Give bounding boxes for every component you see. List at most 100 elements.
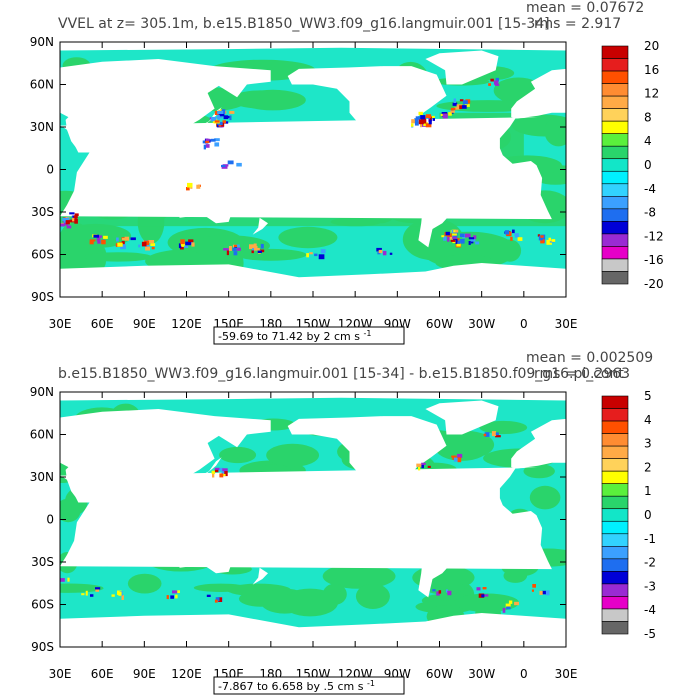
bottom-colorbar-label: 4 (644, 413, 652, 427)
bottom-current-hotspot (436, 591, 440, 596)
top-colorbar-swatch (601, 83, 629, 97)
top-current-hotspot (56, 222, 60, 225)
bottom-current-hotspot (451, 455, 457, 458)
top-current-hotspot (121, 241, 125, 245)
top-current-hotspot (376, 247, 382, 252)
top-current-hotspot (450, 107, 456, 111)
top-range-text: -59.69 to 71.42 by 2 cm s -1 (218, 329, 371, 344)
top-current-hotspot (236, 162, 242, 167)
top-current-hotspot (180, 245, 184, 250)
bottom-current-hotspot (81, 593, 85, 596)
top-current-hotspot (462, 100, 468, 105)
top-current-hotspot (432, 118, 435, 121)
top-land-mass (202, 170, 229, 184)
bottom-positive-patch (479, 420, 528, 435)
map-figure-bottom: b.e15.B1850_WW3.f09_g16.langmuir.001 [15… (30, 350, 656, 695)
bottom-current-hotspot (481, 594, 485, 598)
bottom-y-tick-label: 90S (31, 640, 54, 654)
top-range-label: -59.69 to 71.42 by 2 cm s -1 (213, 326, 405, 345)
top-y-tick-label: 60S (31, 248, 54, 262)
bottom-current-hotspot (118, 591, 122, 596)
top-current-hotspot (512, 229, 515, 234)
top-colorbar-swatch (601, 208, 629, 222)
bottom-current-hotspot (418, 467, 421, 471)
bottom-colorbar-label: -2 (644, 556, 656, 570)
top-current-hotspot (314, 253, 318, 257)
bottom-current-hotspot (95, 589, 100, 592)
top-current-hotspot (450, 239, 456, 242)
bottom-y-tick-label: 90N (30, 385, 54, 399)
bottom-colorbar: 5 4 3 2 1 0 -1 -2 -3 -4 -5 (601, 389, 656, 641)
bottom-current-hotspot (506, 606, 511, 610)
top-colorbar-swatch (601, 221, 629, 235)
top-current-hotspot (93, 234, 99, 238)
top-current-hotspot (468, 237, 475, 240)
top-colorbar-swatch (601, 95, 629, 109)
bottom-colorbar-swatch (601, 433, 629, 447)
top-current-hotspot (224, 121, 229, 124)
top-current-hotspot (318, 254, 325, 260)
top-current-hotspot (460, 233, 465, 237)
bottom-colorbar-label: 3 (644, 437, 652, 451)
top-land-mass (511, 68, 566, 119)
top-mean-label: mean = 0.07672 (526, 0, 644, 16)
top-current-hotspot (378, 249, 383, 254)
top-current-hotspot (72, 217, 75, 222)
top-current-hotspot (465, 233, 471, 238)
bottom-current-hotspot (90, 594, 94, 597)
top-current-hotspot (382, 250, 387, 256)
bottom-land-mass (511, 418, 566, 469)
top-range-unit-exponent: -1 (363, 329, 371, 338)
bottom-current-hotspot (172, 590, 178, 594)
bottom-current-hotspot (532, 584, 536, 588)
top-map-title: VVEL at z= 305.1m, b.e15.B1850_WW3.f09_g… (58, 16, 550, 32)
bottom-current-hotspot (55, 574, 60, 576)
bottom-land-mass (252, 567, 268, 585)
bottom-current-hotspot (482, 594, 489, 597)
top-current-hotspot (235, 244, 240, 248)
top-land-mass (425, 50, 499, 85)
bottom-current-hotspot (214, 467, 220, 470)
top-y-tick-label: 90S (31, 290, 54, 304)
top-colorbar: 20 16 12 8 4 0 -4 -8 -12 -16 -20 (601, 39, 664, 291)
top-current-hotspot (452, 233, 457, 236)
top-current-hotspot (69, 212, 75, 215)
top-current-hotspot (221, 109, 226, 114)
top-current-hotspot (144, 244, 150, 248)
bottom-current-hotspot (514, 601, 519, 606)
bottom-colorbar-swatch (601, 508, 629, 522)
top-y-tick-label: 0 (46, 163, 54, 177)
bottom-x-tick-label: 120E (171, 667, 202, 681)
bottom-current-hotspot (476, 587, 481, 591)
bottom-land-mass (287, 416, 447, 510)
top-current-hotspot (452, 236, 457, 239)
bottom-current-hotspot (457, 457, 462, 463)
top-colorbar-swatch (601, 183, 629, 197)
bottom-range-text: -7.867 to 6.658 by .5 cm s -1 (218, 679, 375, 694)
top-current-hotspot (124, 236, 129, 241)
top-current-hotspot (457, 238, 460, 241)
top-current-hotspot (420, 115, 426, 120)
top-current-hotspot (66, 225, 72, 229)
top-current-hotspot (445, 231, 450, 236)
top-current-hotspot (431, 115, 435, 118)
bottom-colorbar-swatch (601, 408, 629, 422)
top-current-hotspot (510, 236, 513, 241)
bottom-current-hotspot (67, 577, 70, 582)
top-positive-patch (186, 235, 270, 257)
top-current-hotspot (226, 116, 231, 119)
top-current-hotspot (251, 250, 254, 254)
top-current-hotspot (117, 242, 123, 247)
top-current-hotspot (56, 223, 58, 226)
top-current-hotspot (210, 138, 216, 142)
bottom-colorbar-swatch (601, 546, 629, 560)
top-rms-label: rms = 2.917 (534, 16, 621, 32)
top-current-hotspot (211, 117, 217, 121)
top-current-hotspot (490, 78, 494, 82)
bottom-current-hotspot (121, 595, 124, 600)
top-current-hotspot (89, 241, 94, 245)
bottom-colorbar-swatch (601, 533, 629, 547)
bottom-colorbar-swatch (601, 596, 629, 610)
top-current-hotspot (221, 164, 226, 168)
top-current-hotspot (423, 122, 428, 127)
